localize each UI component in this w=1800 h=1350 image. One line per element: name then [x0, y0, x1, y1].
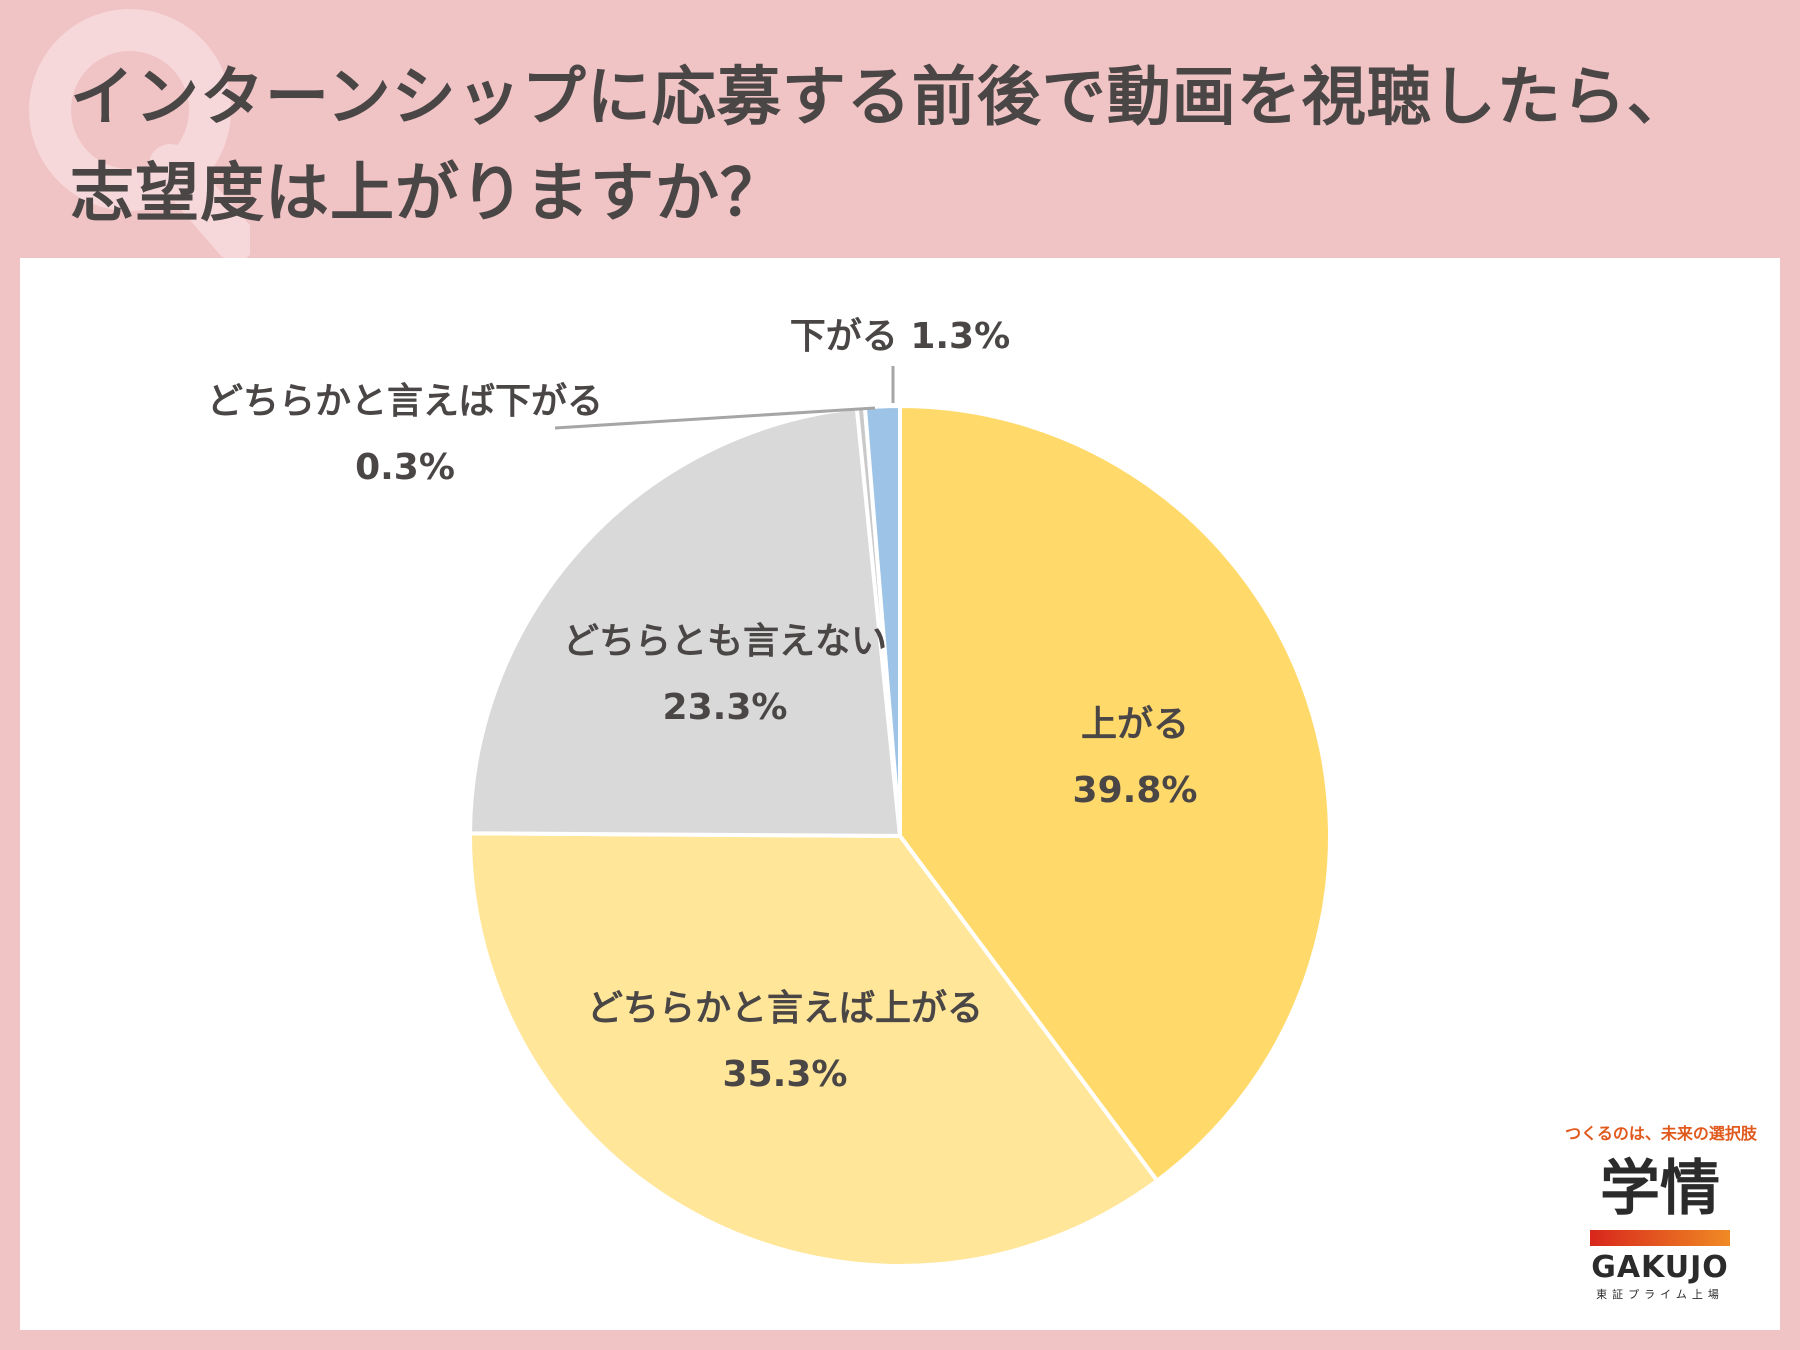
chart-panel: 上がる 39.8% どちらかと言えば上がる 35.3% どちらとも言えない 23.3% どち… [20, 258, 1780, 1330]
slice-label-1: 上がる [1081, 704, 1189, 745]
pie-slice-2 [468, 831, 1160, 1268]
title-line-2: 志望度は上がりますか？ [70, 157, 785, 231]
logo-english: GAKUJO [1591, 1250, 1729, 1285]
slice-label-4: どちらかと言えば下がる [207, 381, 603, 422]
logo-kanji: 学情 [1600, 1154, 1720, 1224]
logo-tagline: つくるのは、未来の選択肢 [1565, 1124, 1757, 1143]
slice-label-3: どちらとも言えない [563, 621, 887, 662]
logo-subtext: 東証プライム上場 [1596, 1288, 1724, 1301]
page-title: インターンシップに応募する前後で動画を視聴したら、 志望度は上がりますか？ [70, 50, 1770, 242]
pie-chart: 上がる 39.8% どちらかと言えば上がる 35.3% どちらとも言えない 23.3% どち… [207, 316, 1332, 1268]
slice-label-5: 下がる 1.3% [790, 316, 1010, 357]
slice-value-3: 23.3% [663, 687, 788, 728]
leader-line-4 [554, 406, 876, 430]
gakujo-logo: つくるのは、未来の選択肢 学情 GAKUJO 東証プライム上場 [1560, 1120, 1760, 1320]
slice-value-2: 35.3% [723, 1054, 848, 1095]
pie-slice-3 [467, 405, 903, 839]
slice-value-1: 39.8% [1073, 770, 1198, 811]
slice-label-2: どちらかと言えば上がる [587, 988, 983, 1029]
logo-gradient-bar [1590, 1230, 1730, 1246]
pie-slice-1 [898, 403, 1332, 1184]
title-line-1: インターンシップに応募する前後で動画を視聴したら、 [70, 61, 1692, 135]
slice-value-4: 0.3% [355, 447, 455, 488]
